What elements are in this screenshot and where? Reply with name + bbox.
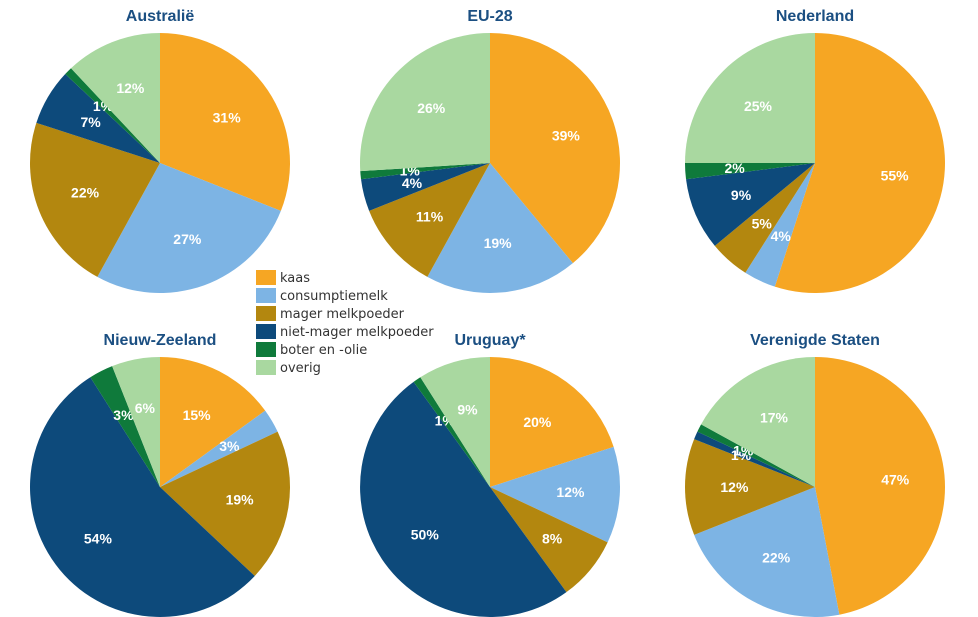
data-label: 26% — [417, 100, 446, 116]
data-label: 17% — [760, 410, 789, 426]
data-label: 6% — [135, 400, 156, 416]
data-label: 47% — [881, 471, 910, 487]
data-label: 55% — [881, 168, 910, 184]
pie-slice — [160, 357, 266, 487]
data-label: 3% — [113, 407, 134, 423]
data-label: 12% — [720, 479, 749, 495]
legend-swatch — [256, 324, 276, 339]
data-label: 4% — [402, 175, 423, 191]
pie-slice — [112, 357, 160, 487]
data-label: 54% — [84, 530, 113, 546]
chart-title: Nieuw-Zeeland — [104, 332, 217, 349]
pie-slice — [420, 357, 490, 487]
legend-label: niet-mager melkpoeder — [280, 325, 434, 340]
data-label: 7% — [81, 114, 102, 130]
pie-slice — [714, 163, 815, 273]
legend-swatch — [256, 342, 276, 357]
chart-title: Uruguay* — [454, 332, 526, 349]
pie-slice — [745, 163, 815, 287]
pie-slice — [694, 431, 815, 487]
pie-slice — [369, 163, 490, 277]
data-label: 4% — [771, 228, 792, 244]
data-label: 27% — [173, 231, 202, 247]
pie-slice — [685, 33, 815, 163]
pie-slice — [71, 33, 160, 163]
data-label: 3% — [219, 438, 240, 454]
data-label: 15% — [183, 407, 212, 423]
legend-label: boter en -olie — [280, 343, 367, 358]
pie-slice — [685, 163, 815, 180]
pie-slice — [815, 357, 945, 615]
data-label: 20% — [523, 414, 552, 430]
data-label: 31% — [213, 110, 242, 126]
pie-slice — [160, 33, 290, 211]
data-label: 22% — [71, 185, 100, 201]
pie-slice — [36, 74, 160, 163]
data-label: 9% — [457, 402, 478, 418]
pie-slice — [30, 122, 160, 277]
pie-slice — [490, 357, 614, 487]
legend-swatch — [256, 288, 276, 303]
legend-swatch — [256, 360, 276, 375]
legend-label: consumptiemelk — [280, 289, 388, 304]
pie-slice — [774, 33, 945, 293]
data-label: 11% — [416, 208, 444, 224]
pie-slice — [490, 487, 608, 593]
legend-label: kaas — [280, 271, 310, 286]
chart-title: EU-28 — [467, 8, 512, 25]
pie-slice — [360, 163, 490, 180]
pie-slice — [30, 377, 255, 617]
pie-slice — [90, 366, 160, 487]
pie-slice — [684, 439, 815, 535]
data-label: 50% — [411, 526, 440, 542]
pie-slice — [694, 487, 840, 617]
legend-label: mager melkpoeder — [280, 307, 405, 322]
data-label: 12% — [556, 484, 585, 500]
data-label: 19% — [226, 492, 255, 508]
pie-slice — [160, 431, 291, 576]
pie-slice — [160, 410, 278, 487]
pie-slice — [686, 163, 815, 246]
data-label: 5% — [752, 215, 773, 231]
pie-slice — [360, 381, 567, 617]
data-label: 39% — [552, 128, 581, 144]
pie-slice — [65, 68, 160, 163]
pie-slice — [701, 357, 815, 487]
data-label: 12% — [116, 80, 145, 96]
chart-title: Verenigde Staten — [750, 332, 880, 349]
legend-swatch — [256, 306, 276, 321]
pie-slice — [360, 33, 490, 172]
pie-slice — [427, 163, 573, 293]
pie-slice — [490, 33, 621, 264]
legend-label: overig — [280, 361, 321, 376]
data-label: 9% — [731, 187, 752, 203]
pie-slice — [361, 163, 490, 211]
pie-slice — [490, 446, 620, 543]
pie-slice — [413, 377, 490, 487]
data-label: 19% — [484, 235, 513, 251]
data-label: 8% — [542, 530, 563, 546]
pie-slice — [97, 163, 281, 293]
pie-slice — [697, 424, 815, 487]
data-label: 22% — [762, 550, 791, 566]
legend-swatch — [256, 270, 276, 285]
data-label: 2% — [724, 160, 745, 176]
data-label: 25% — [744, 98, 773, 114]
chart-title: Nederland — [776, 8, 854, 25]
chart-title: Australië — [126, 8, 195, 25]
